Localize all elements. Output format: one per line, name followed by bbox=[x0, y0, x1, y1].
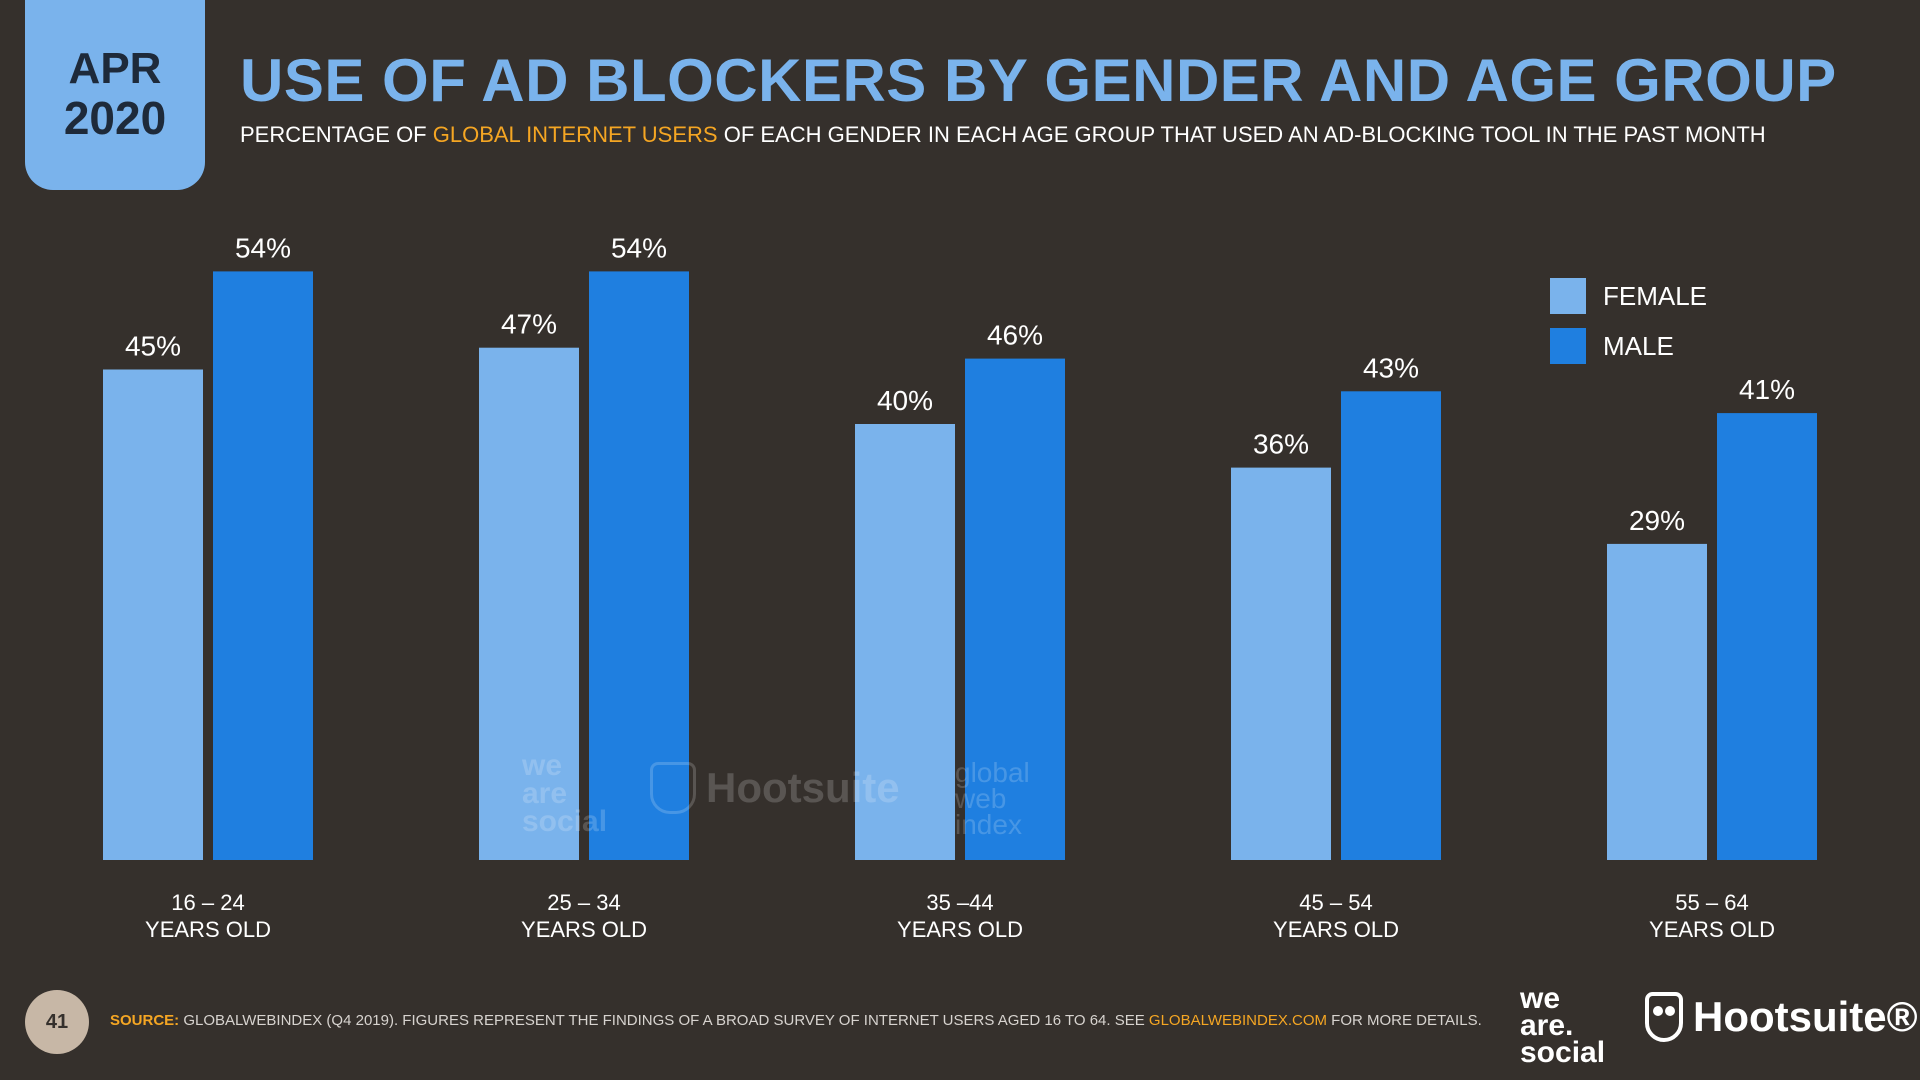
watermark-hootsuite: Hootsuite bbox=[650, 762, 900, 814]
hootsuite-logo: Hootsuite® bbox=[1645, 992, 1918, 1042]
logo-was-line: are. bbox=[1520, 1009, 1574, 1042]
bar-female bbox=[1607, 543, 1707, 860]
bar-value-label: 46% bbox=[987, 320, 1043, 351]
category-sublabel: YEARS OLD bbox=[521, 917, 647, 942]
bar-female bbox=[855, 424, 955, 860]
logo-was-line: we bbox=[1520, 982, 1561, 1015]
source-link[interactable]: GLOBALWEBINDEX.COM bbox=[1148, 1012, 1327, 1029]
wm-hootsuite-text: Hootsuite bbox=[706, 764, 900, 811]
bar-value-label: 36% bbox=[1253, 429, 1309, 460]
bar-value-label: 54% bbox=[611, 232, 667, 263]
subtitle-pre: PERCENTAGE OF bbox=[240, 122, 433, 147]
page-number: 41 bbox=[25, 990, 89, 1054]
bar-male bbox=[213, 271, 313, 860]
category-label: 55 – 64 bbox=[1675, 890, 1748, 915]
bar-female bbox=[479, 347, 579, 860]
bar-value-label: 45% bbox=[125, 331, 181, 362]
legend-swatch-male bbox=[1550, 328, 1586, 364]
legend-label-female: FEMALE bbox=[1603, 281, 1707, 311]
page-subtitle: PERCENTAGE OF GLOBAL INTERNET USERS OF E… bbox=[240, 122, 1766, 148]
logo-was-line: social bbox=[1520, 1036, 1606, 1069]
badge-year: 2020 bbox=[63, 92, 167, 144]
subtitle-post: OF EACH GENDER IN EACH AGE GROUP THAT US… bbox=[717, 122, 1766, 147]
bar-male bbox=[965, 358, 1065, 860]
watermark-globalwebindex: global web index bbox=[955, 757, 1030, 840]
date-badge: APR 2020 bbox=[25, 0, 205, 190]
wm-gwi-line: index bbox=[955, 809, 1022, 840]
owl-icon bbox=[650, 762, 696, 814]
owl-icon bbox=[1645, 992, 1683, 1042]
bar-female bbox=[1231, 467, 1331, 860]
hootsuite-logo-text: Hootsuite® bbox=[1693, 993, 1918, 1040]
category-sublabel: YEARS OLD bbox=[897, 917, 1023, 942]
page-title: USE OF AD BLOCKERS BY GENDER AND AGE GRO… bbox=[240, 47, 1837, 114]
watermark-we-are-social: we are social bbox=[522, 749, 608, 838]
legend-swatch-female bbox=[1550, 278, 1586, 314]
wm-gwi-line: web bbox=[955, 783, 1007, 814]
source-note: SOURCE: GLOBALWEBINDEX (Q4 2019). FIGURE… bbox=[110, 1012, 1482, 1029]
bar-value-label: 47% bbox=[501, 309, 557, 340]
category-label: 45 – 54 bbox=[1299, 890, 1372, 915]
wm-was-line: social bbox=[522, 805, 608, 838]
category-sublabel: YEARS OLD bbox=[1273, 917, 1399, 942]
category-label: 25 – 34 bbox=[547, 890, 620, 915]
bar-male bbox=[1341, 391, 1441, 860]
bar-male bbox=[589, 271, 689, 860]
bar-value-label: 40% bbox=[877, 385, 933, 416]
source-text: GLOBALWEBINDEX (Q4 2019). FIGURES REPRES… bbox=[179, 1012, 1149, 1029]
bar-male bbox=[1717, 413, 1817, 860]
category-label: 35 –44 bbox=[926, 890, 993, 915]
badge-month: APR bbox=[68, 44, 162, 93]
bar-value-label: 54% bbox=[235, 232, 291, 263]
wm-was-line: are bbox=[522, 777, 568, 810]
bar-value-label: 29% bbox=[1629, 505, 1685, 536]
wm-was-line: we bbox=[522, 749, 563, 782]
category-sublabel: YEARS OLD bbox=[145, 917, 271, 942]
bar-value-label: 41% bbox=[1739, 374, 1795, 405]
category-sublabel: YEARS OLD bbox=[1649, 917, 1775, 942]
wm-gwi-line: global bbox=[955, 757, 1030, 788]
we-are-social-logo: we are. social bbox=[1520, 982, 1606, 1069]
legend-label-male: MALE bbox=[1603, 331, 1674, 361]
source-end: FOR MORE DETAILS. bbox=[1327, 1012, 1482, 1029]
source-label: SOURCE: bbox=[110, 1012, 180, 1029]
subtitle-highlight: GLOBAL INTERNET USERS bbox=[432, 122, 718, 147]
bar-value-label: 43% bbox=[1363, 352, 1419, 383]
bar-female bbox=[103, 369, 203, 860]
category-label: 16 – 24 bbox=[171, 890, 244, 915]
